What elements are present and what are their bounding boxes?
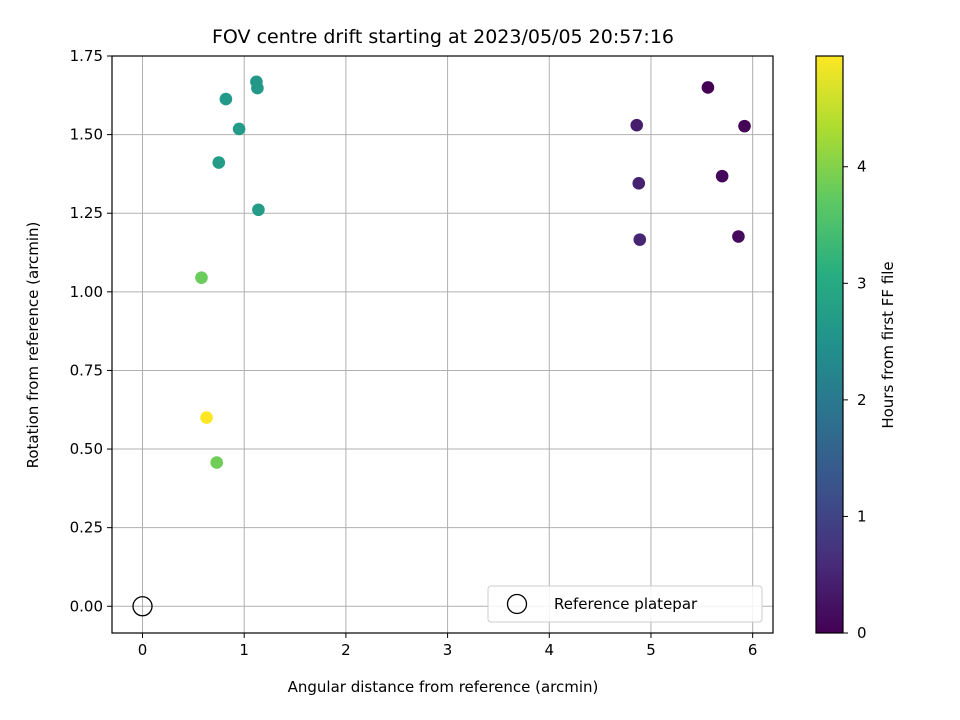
colorbar-tick-label: 1 — [857, 507, 867, 525]
data-point — [195, 271, 208, 284]
grid — [112, 55, 773, 633]
data-point — [701, 81, 715, 94]
x-tick-label: 5 — [646, 641, 656, 659]
data-point — [210, 456, 224, 469]
chart-title: FOV centre drift starting at 2023/05/05 … — [212, 26, 674, 48]
x-tick-label: 1 — [239, 641, 249, 659]
x-tick-label: 4 — [545, 641, 555, 659]
legend: Reference platepar — [487, 585, 763, 623]
data-point — [738, 119, 751, 133]
y-tick-label: 1.75 — [70, 47, 103, 65]
colorbar-tick-label: 0 — [857, 624, 867, 642]
reference-marker — [132, 596, 153, 617]
data-point — [732, 230, 745, 243]
y-tick-label: 0.75 — [70, 361, 103, 379]
y-tick-label: 1.25 — [70, 204, 103, 222]
y-tick-label: 0.00 — [70, 597, 103, 615]
colorbar-tick-label: 3 — [857, 274, 867, 292]
data-point — [232, 122, 246, 136]
legend-marker-reference — [506, 593, 528, 615]
y-tick-label: 0.50 — [70, 440, 103, 458]
data-point — [219, 92, 233, 106]
y-axis-label: Rotation from reference (arcmin) — [24, 222, 42, 469]
x-tick-label: 2 — [341, 641, 351, 659]
data-point — [633, 233, 647, 246]
data-point — [630, 118, 644, 132]
data-point — [251, 81, 264, 95]
plot-frame — [111, 55, 774, 634]
data-points — [132, 75, 751, 617]
colorbar-tick-label: 4 — [857, 158, 867, 176]
colorbar-tick-label: 2 — [857, 391, 867, 409]
data-point — [632, 177, 646, 190]
x-tick-label: 0 — [138, 641, 148, 659]
colorbar-ticks: 0 1 2 3 4 — [843, 158, 867, 642]
x-tick-label: 3 — [443, 641, 453, 659]
colorbar-label: Hours from first FF file — [879, 261, 897, 428]
data-point — [212, 156, 226, 169]
x-tick-label: 6 — [748, 641, 758, 659]
y-axis-ticks: 0.00 0.25 0.50 0.75 1.00 1.25 1.50 1.75 — [70, 47, 112, 615]
legend-box — [487, 585, 763, 623]
data-point — [715, 169, 729, 183]
y-tick-label: 1.50 — [70, 126, 103, 144]
x-axis-label: Angular distance from reference (arcmin) — [288, 678, 599, 696]
y-tick-label: 1.00 — [70, 283, 103, 301]
x-axis-ticks: 0 1 2 3 4 5 6 — [138, 633, 758, 659]
legend-label-reference: Reference platepar — [554, 595, 698, 613]
y-tick-label: 0.25 — [70, 519, 103, 537]
colorbar — [815, 55, 844, 634]
data-point — [252, 203, 265, 217]
data-point — [200, 411, 213, 424]
